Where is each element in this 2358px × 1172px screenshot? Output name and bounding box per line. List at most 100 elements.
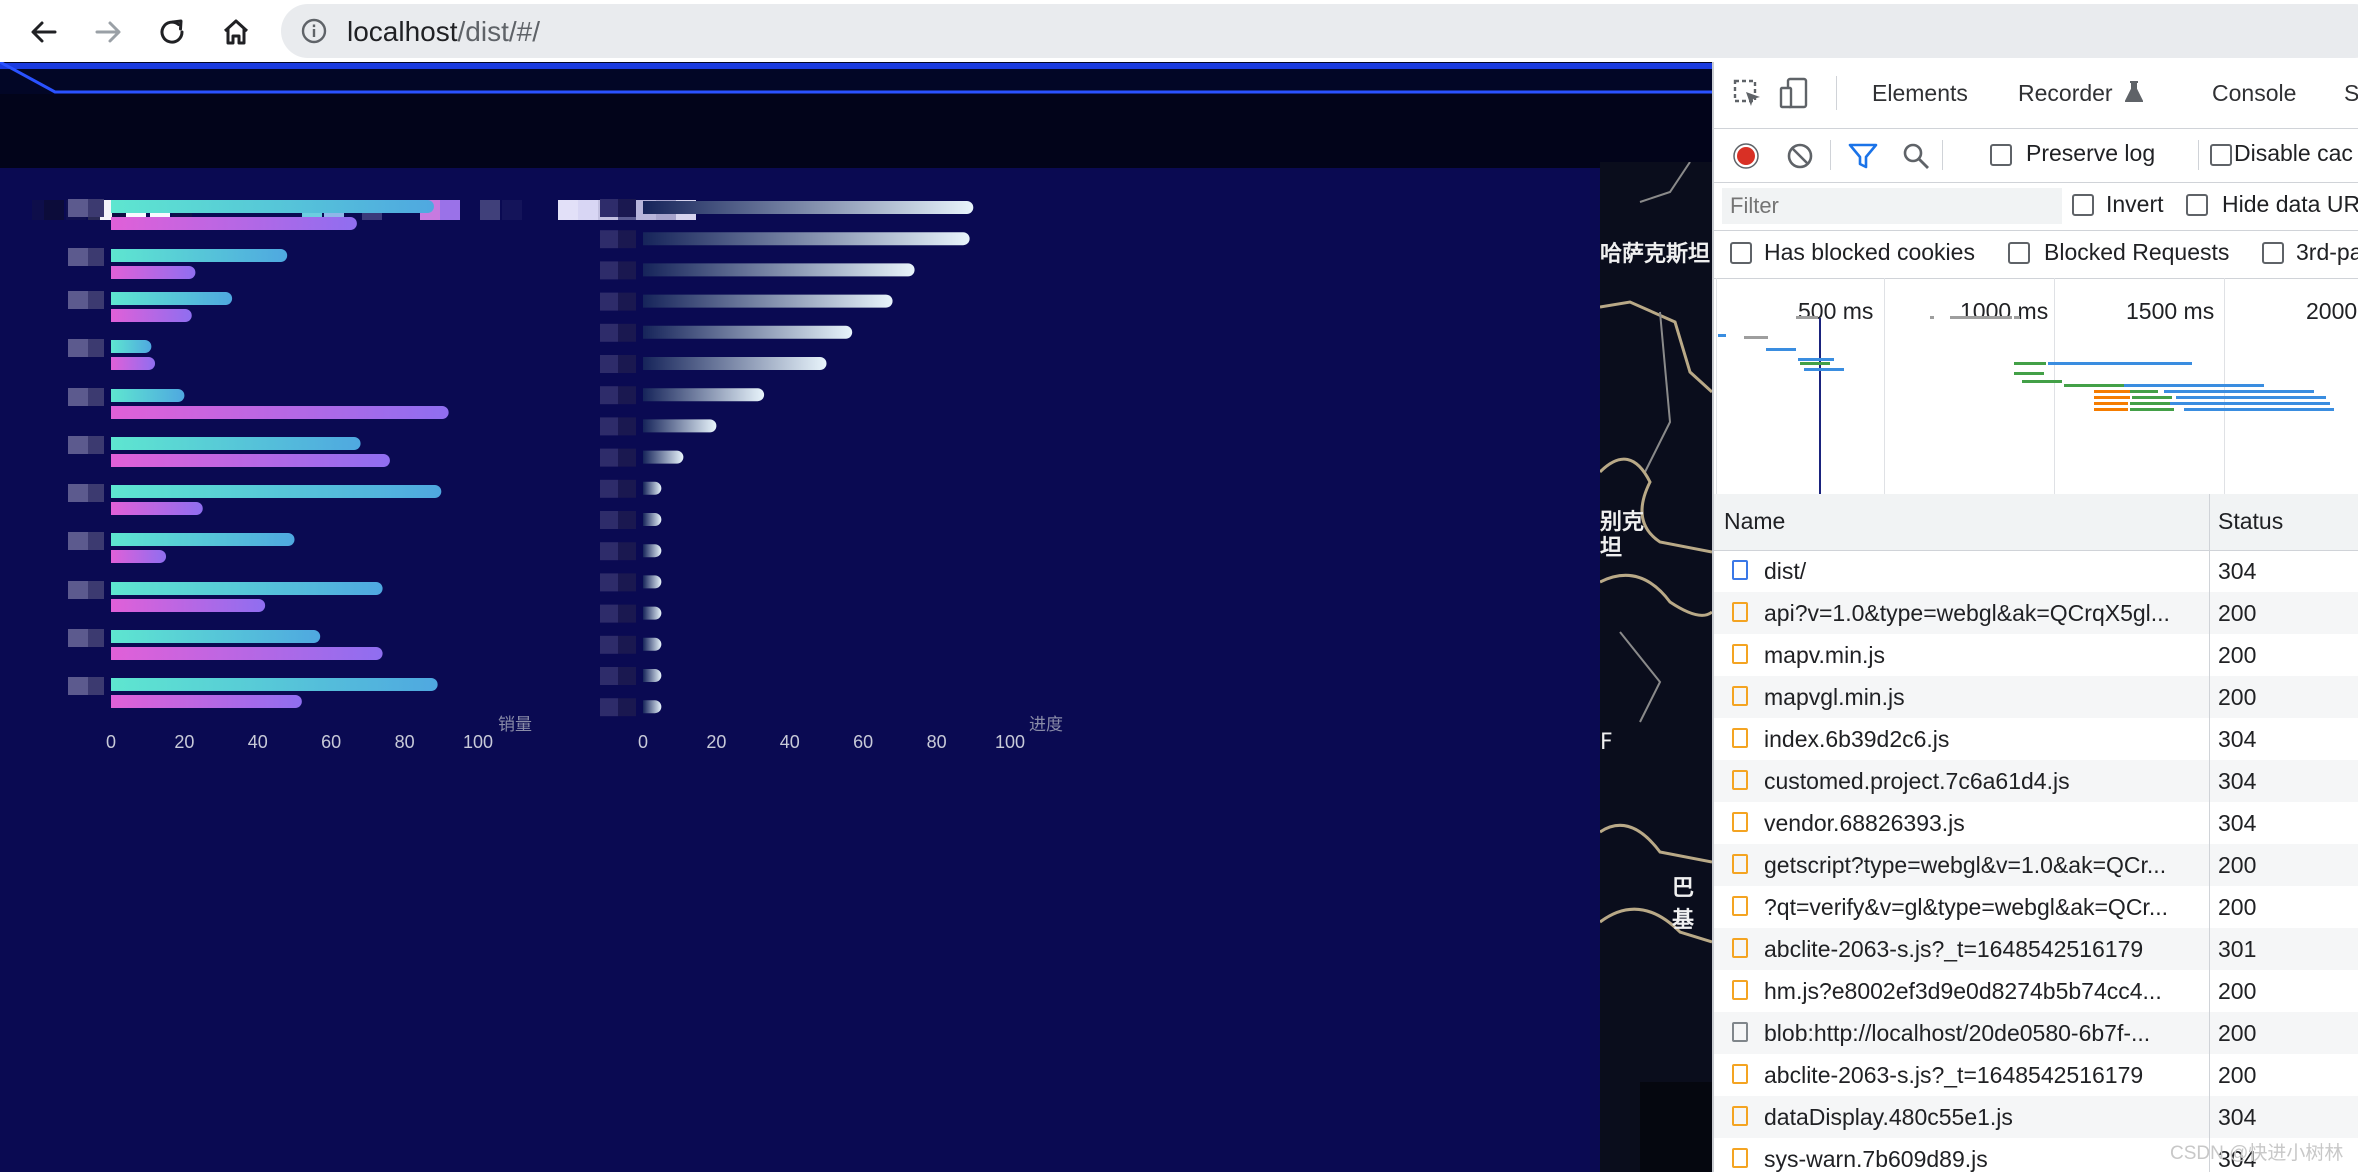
table-row[interactable]: blob:http://localhost/20de0580-6b7f-... 2… [1714, 1012, 2358, 1054]
script-icon [1732, 1106, 1748, 1126]
category-label-block [600, 698, 618, 717]
category-label-block [618, 542, 636, 561]
table-row[interactable]: vendor.68826393.js 304 [1714, 802, 2358, 844]
column-status-header[interactable]: Status [2218, 508, 2284, 534]
bar-series1 [111, 630, 321, 643]
timeline-waterfall [1718, 316, 2334, 494]
request-name: blob:http://localhost/20de0580-6b7f-... [1764, 1020, 2151, 1046]
progress-bar [643, 450, 684, 464]
has-blocked-cookies-checkbox[interactable] [1730, 242, 1752, 264]
progress-bar [643, 544, 662, 558]
category-label-block [600, 230, 618, 249]
column-name-header[interactable]: Name [1724, 508, 1786, 534]
table-row[interactable]: ?qt=verify&v=gl&type=webgl&ak=QCr... 200 [1714, 886, 2358, 928]
map-label-2: 别克 [1600, 510, 1645, 535]
timeline-label-1500: 1500 ms [2126, 298, 2215, 324]
table-row[interactable]: dist/304 [1714, 550, 2358, 592]
bar-series1 [111, 340, 152, 353]
tab-elements[interactable]: Elements [1872, 80, 1968, 106]
clear-icon[interactable] [1786, 142, 1814, 170]
progress-bar [643, 325, 853, 339]
request-name: sys-warn.7b609d89.js [1764, 1146, 1988, 1172]
table-row[interactable]: abclite-2063-s.js?_t=1648542516179 200 [1714, 1054, 2358, 1096]
search-icon[interactable] [1902, 142, 1930, 170]
filter-row: Invert Hide data UR [1714, 182, 2358, 231]
request-status: 200 [2218, 1020, 2257, 1046]
table-row[interactable]: getscript?type=webgl&v=1.0&ak=QCr... 200 [1714, 844, 2358, 886]
tab-recorder[interactable]: Recorder [2018, 80, 2144, 107]
table-row[interactable]: mapvgl.min.js 200 [1714, 676, 2358, 718]
home-button[interactable] [214, 10, 258, 54]
timeline-label-2000: 2000 [2306, 298, 2358, 324]
filter-input[interactable] [1722, 188, 2062, 224]
tab-sources[interactable]: S [2344, 80, 2358, 106]
filter-icon[interactable] [1848, 142, 1878, 170]
url-text[interactable]: localhost/dist/#/ [347, 16, 540, 48]
legend-swatch [558, 200, 578, 220]
table-row[interactable]: mapv.min.js 200 [1714, 634, 2358, 676]
inspect-element-icon[interactable] [1732, 78, 1764, 110]
request-name: vendor.68826393.js [1764, 810, 1965, 836]
address-bar[interactable]: localhost/dist/#/ [281, 4, 2358, 58]
table-row[interactable]: abclite-2063-s.js?_t=1648542516179 301 [1714, 928, 2358, 970]
invert-checkbox[interactable] [2072, 194, 2094, 216]
category-label-block [618, 667, 636, 685]
hide-data-urls-label: Hide data UR [2222, 191, 2358, 217]
disable-cache-checkbox[interactable] [2210, 144, 2232, 166]
x-tick-label: 0 [106, 732, 116, 752]
preserve-log-checkbox[interactable] [1990, 144, 2012, 166]
request-status: 200 [2218, 642, 2257, 668]
network-toolbar: Preserve log Disable cac [1714, 128, 2358, 183]
forward-button[interactable] [86, 10, 130, 54]
blocked-requests-checkbox[interactable] [2008, 242, 2030, 264]
tab-console[interactable]: Console [2212, 80, 2297, 106]
info-icon[interactable] [301, 18, 327, 44]
bar-series2 [111, 357, 156, 370]
category-label-block [618, 292, 636, 311]
third-party-checkbox[interactable] [2262, 242, 2284, 264]
legend-swatch [44, 200, 64, 220]
category-label-block [600, 573, 618, 592]
x-axis-label: 销量 [498, 715, 532, 735]
request-status: 200 [2218, 978, 2257, 1004]
network-timeline[interactable]: 500 ms 1000 ms 1500 ms 2000 [1714, 278, 2358, 496]
bar-series1 [111, 200, 434, 213]
category-label-block [88, 677, 104, 695]
hide-data-urls-checkbox[interactable] [2186, 194, 2208, 216]
request-name: mapvgl.min.js [1764, 684, 1905, 710]
request-name: abclite-2063-s.js?_t=1648542516179 [1764, 936, 2144, 962]
table-row[interactable]: customed.project.7c6a61d4.js 304 [1714, 760, 2358, 802]
x-tick-label: 20 [174, 732, 194, 752]
dashboard-page: 哈萨克斯坦 别克 坦 F 巴基 0 20 40 60 80 100 销量 0 20 40 60 80… [0, 62, 1712, 1172]
script-icon [1732, 938, 1748, 958]
browser-toolbar: localhost/dist/#/ [0, 0, 2358, 63]
category-label-block [600, 292, 618, 311]
script-icon [1732, 980, 1748, 1000]
back-button[interactable] [22, 10, 66, 54]
file-icon [1732, 1022, 1748, 1042]
record-icon[interactable] [1732, 142, 1760, 170]
legend-swatch [502, 200, 522, 220]
table-row[interactable]: api?v=1.0&type=webgl&ak=QCrqX5gl... 200 [1714, 592, 2358, 634]
map-boundaries [1600, 162, 1712, 1172]
bar-series2 [111, 502, 203, 515]
legend-swatch [480, 200, 500, 220]
table-row[interactable]: dataDisplay.480c55e1.js 304 [1714, 1096, 2358, 1138]
device-toolbar-icon[interactable] [1778, 76, 1810, 110]
reload-button[interactable] [150, 10, 194, 54]
reload-icon [160, 19, 184, 44]
request-name: customed.project.7c6a61d4.js [1764, 768, 2070, 794]
table-row[interactable]: index.6b39d2c6.js 304 [1714, 718, 2358, 760]
script-icon [1732, 686, 1748, 706]
category-label-block [600, 511, 618, 529]
category-label-block [618, 698, 636, 717]
request-name: getscript?type=webgl&v=1.0&ak=QCr... [1764, 852, 2167, 878]
category-label-block [600, 355, 618, 373]
table-row[interactable]: hm.js?e8002ef3d9e0d8274b5b74cc4... 200 [1714, 970, 2358, 1012]
script-icon [1732, 812, 1748, 832]
table-row[interactable]: sys-warn.7b609d89.js 304 [1714, 1138, 2358, 1172]
category-label-block [88, 388, 104, 406]
bar-series2 [111, 309, 192, 322]
request-status: 304 [2218, 1104, 2257, 1130]
